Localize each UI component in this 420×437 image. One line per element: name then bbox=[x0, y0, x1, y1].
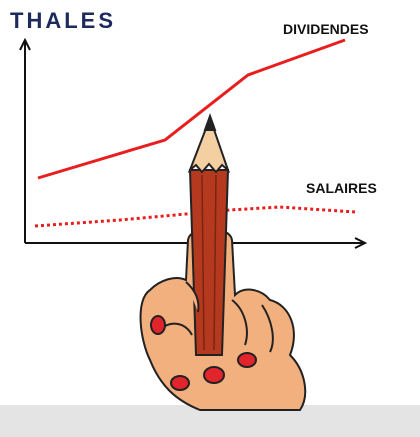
pencil-body bbox=[190, 170, 228, 355]
dividendes-label: DIVIDENDES bbox=[283, 21, 369, 37]
nail bbox=[204, 367, 224, 383]
nail bbox=[151, 316, 165, 334]
illustration: THALES DIVIDENDES SALAIRES bbox=[0, 0, 420, 437]
nail bbox=[171, 376, 189, 390]
salaires-label: SALAIRES bbox=[306, 180, 377, 196]
logo: THALES bbox=[10, 8, 116, 33]
page: {"logo": "THALES", "labels": {"top": "DI… bbox=[0, 0, 420, 437]
nail bbox=[238, 353, 256, 367]
